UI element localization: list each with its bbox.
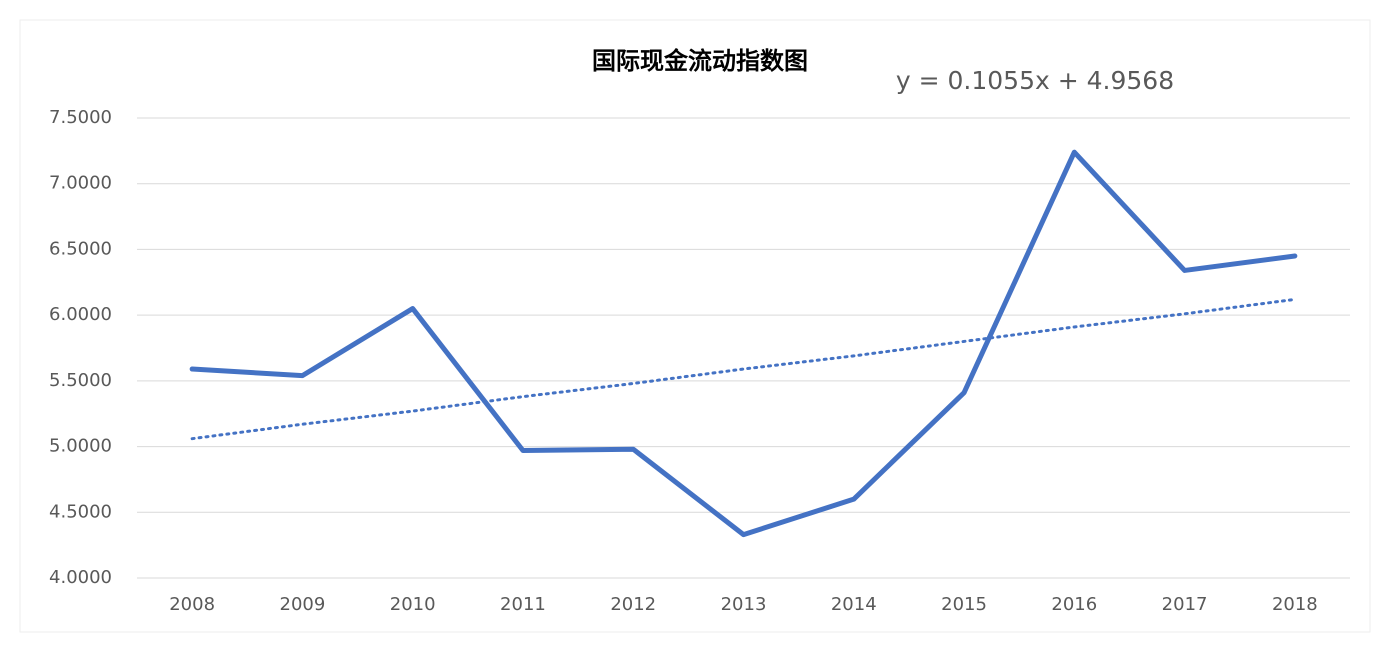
x-tick-label: 2017 <box>1162 594 1208 615</box>
x-tick-label: 2016 <box>1051 594 1097 615</box>
x-tick-label: 2014 <box>831 594 877 615</box>
chart-title: 国际现金流动指数图 <box>592 47 808 75</box>
x-tick-label: 2018 <box>1272 594 1318 615</box>
y-tick-label: 5.0000 <box>49 436 112 457</box>
y-tick-label: 5.5000 <box>49 370 112 391</box>
y-tick-label: 4.5000 <box>49 501 112 522</box>
trendline-equation: y = 0.1055x + 4.9568 <box>896 66 1174 95</box>
y-tick-label: 7.0000 <box>49 173 112 194</box>
y-tick-label: 6.0000 <box>49 304 112 325</box>
y-tick-label: 6.5000 <box>49 238 112 259</box>
data-line <box>189 149 1298 538</box>
x-tick-label: 2013 <box>721 594 767 615</box>
x-tick-label: 2010 <box>390 594 436 615</box>
x-tick-label: 2011 <box>500 594 546 615</box>
y-tick-label: 4.0000 <box>49 567 112 588</box>
chart-frame <box>19 19 1371 633</box>
x-tick-label: 2008 <box>169 594 215 615</box>
x-tick-label: 2009 <box>280 594 326 615</box>
x-tick-label: 2012 <box>610 594 656 615</box>
trendline <box>190 297 1297 441</box>
x-tick-label: 2015 <box>941 594 987 615</box>
y-tick-label: 7.5000 <box>49 107 112 128</box>
